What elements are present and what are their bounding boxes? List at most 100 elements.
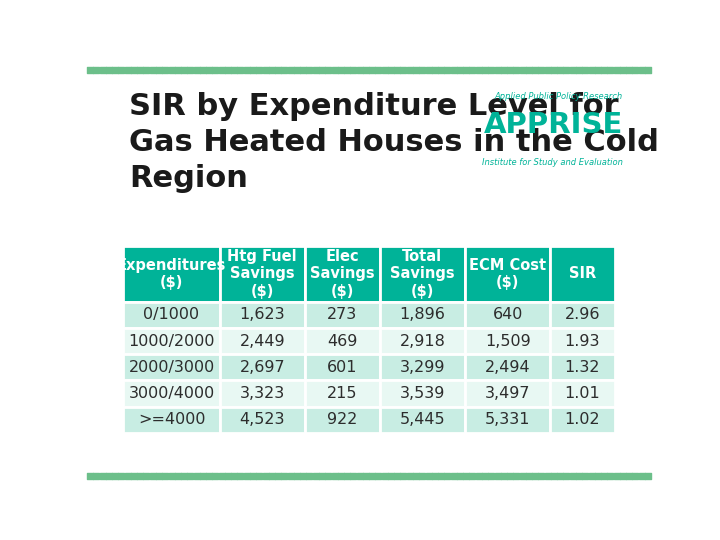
Point [266, 65, 278, 74]
Text: 5,331: 5,331 [485, 412, 531, 427]
Text: SIR: SIR [569, 266, 596, 281]
Point [341, 471, 353, 480]
Point [523, 65, 535, 74]
Point [285, 65, 297, 74]
Point [153, 65, 165, 74]
Text: Htg Fuel
Savings
($): Htg Fuel Savings ($) [228, 249, 297, 299]
Point [253, 471, 265, 480]
Point [285, 471, 297, 480]
Point [247, 65, 258, 74]
Point [329, 471, 341, 480]
Point [297, 65, 309, 74]
Text: 1.93: 1.93 [564, 334, 600, 349]
Text: 2,494: 2,494 [485, 360, 531, 375]
Point [103, 65, 114, 74]
Point [84, 65, 96, 74]
Point [191, 471, 202, 480]
Text: 3,323: 3,323 [240, 386, 285, 401]
FancyBboxPatch shape [551, 407, 614, 433]
FancyBboxPatch shape [465, 354, 551, 380]
Text: 640: 640 [492, 307, 523, 322]
Point [404, 471, 415, 480]
Point [448, 471, 459, 480]
Point [297, 471, 309, 480]
Point [397, 471, 409, 480]
Point [517, 65, 528, 74]
Point [423, 471, 434, 480]
Text: 273: 273 [327, 307, 357, 322]
Point [310, 471, 321, 480]
Point [624, 471, 635, 480]
FancyBboxPatch shape [379, 302, 465, 328]
Point [291, 471, 302, 480]
Point [630, 65, 642, 74]
Point [480, 65, 491, 74]
Point [554, 65, 566, 74]
Point [642, 471, 654, 480]
Point [567, 471, 579, 480]
Point [611, 65, 622, 74]
Text: 469: 469 [327, 334, 358, 349]
Point [291, 65, 302, 74]
Point [485, 65, 497, 74]
Point [159, 65, 171, 74]
FancyBboxPatch shape [124, 407, 220, 433]
FancyBboxPatch shape [305, 380, 379, 407]
Point [197, 65, 209, 74]
Point [392, 65, 403, 74]
Point [561, 65, 572, 74]
Point [323, 471, 334, 480]
Point [573, 471, 585, 480]
Text: 4,523: 4,523 [240, 412, 285, 427]
FancyBboxPatch shape [465, 380, 551, 407]
Point [366, 65, 378, 74]
Point [510, 471, 522, 480]
Point [529, 471, 541, 480]
Text: 601: 601 [327, 360, 358, 375]
Point [147, 471, 158, 480]
FancyBboxPatch shape [551, 354, 614, 380]
Point [397, 65, 409, 74]
FancyBboxPatch shape [220, 246, 305, 302]
Point [122, 471, 133, 480]
Point [586, 65, 598, 74]
Point [617, 471, 629, 480]
Point [147, 65, 158, 74]
Point [210, 471, 221, 480]
Point [360, 65, 372, 74]
Text: 1,623: 1,623 [240, 307, 285, 322]
Text: 2.96: 2.96 [564, 307, 600, 322]
Point [423, 65, 434, 74]
Point [385, 65, 397, 74]
FancyBboxPatch shape [305, 407, 379, 433]
Point [460, 471, 472, 480]
Text: 1,896: 1,896 [400, 307, 445, 322]
Point [598, 65, 610, 74]
FancyBboxPatch shape [465, 246, 551, 302]
Point [153, 471, 165, 480]
Point [441, 65, 453, 74]
Point [140, 65, 152, 74]
Point [316, 471, 328, 480]
Point [492, 471, 503, 480]
Text: 5,445: 5,445 [400, 412, 445, 427]
Point [253, 65, 265, 74]
Point [473, 471, 485, 480]
Point [404, 65, 415, 74]
Point [197, 471, 209, 480]
FancyBboxPatch shape [305, 354, 379, 380]
FancyBboxPatch shape [124, 302, 220, 328]
Point [166, 471, 177, 480]
FancyBboxPatch shape [305, 328, 379, 354]
Point [116, 471, 127, 480]
Point [128, 65, 140, 74]
Point [605, 471, 616, 480]
Point [228, 471, 240, 480]
Point [279, 65, 290, 74]
Text: 215: 215 [327, 386, 358, 401]
FancyBboxPatch shape [465, 302, 551, 328]
Point [636, 471, 647, 480]
FancyBboxPatch shape [379, 328, 465, 354]
Point [228, 65, 240, 74]
Point [172, 471, 184, 480]
